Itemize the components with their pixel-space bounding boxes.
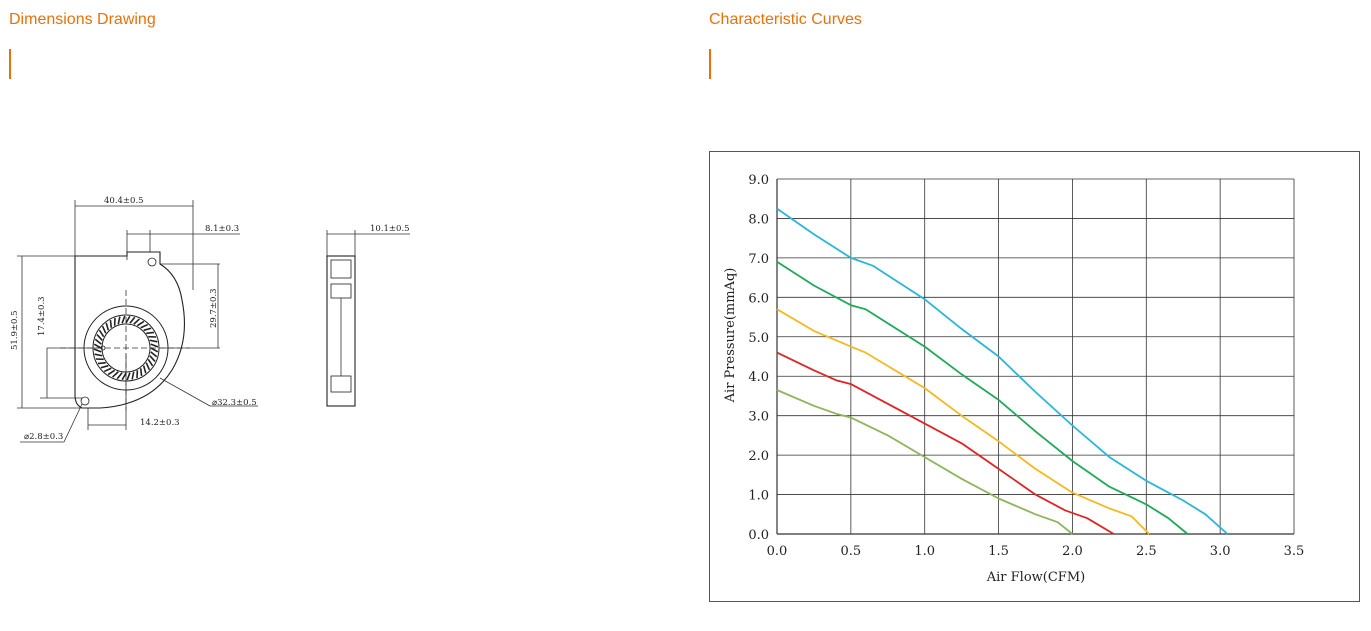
x-tick-label: 2.5	[1136, 544, 1157, 559]
curve-series-5	[776, 389, 1073, 535]
y-tick-label: 5.0	[748, 331, 769, 346]
x-tick-label: 3.5	[1284, 544, 1305, 559]
y-tick-label: 0.0	[748, 528, 769, 543]
outlet-height-label: 29.7±0.3	[209, 288, 219, 328]
curve-series-3	[776, 308, 1150, 535]
y-tick-label: 7.0	[748, 252, 769, 267]
x-tick-label: 2.0	[1062, 544, 1083, 559]
x-tick-label: 0.5	[841, 544, 862, 559]
dimensions-accent-bar	[9, 49, 11, 79]
y-tick-label: 1.0	[748, 489, 769, 504]
hole-diameter-label: ⌀2.8±0.3	[24, 432, 63, 442]
thickness-label: 10.1±0.5	[370, 224, 410, 234]
y-tick-label: 6.0	[748, 291, 769, 306]
center-height-label: 17.4±0.3	[37, 296, 47, 336]
y-tick-label: 8.0	[748, 212, 769, 227]
outlet-offset-label: 8.1±0.3	[205, 224, 239, 234]
overall-width-label: 40.4±0.5	[104, 196, 144, 206]
curve-series-4	[776, 351, 1115, 535]
characteristic-chart-frame: 0.0 0.5 1.0 1.5 2.0 2.5 3.0 3.5 0.0 1.0 2.0 3.0 4.0…	[709, 151, 1360, 602]
x-tick-label: 0.0	[767, 544, 788, 559]
characteristic-chart: 0.0 0.5 1.0 1.5 2.0 2.5 3.0 3.5 0.0 1.0 2.0 3.0 4.0…	[723, 173, 1305, 585]
impeller-diameter-label: ⌀32.3±0.5	[212, 398, 257, 408]
y-axis-label: Air Pressure(mmAq)	[723, 268, 738, 404]
y-tick-label: 9.0	[748, 173, 769, 188]
overall-height-label: 51.9±0.5	[10, 310, 20, 350]
x-tick-label: 1.5	[988, 544, 1009, 559]
y-tick-label: 3.0	[748, 410, 769, 425]
dimensions-drawing: 40.4±0.5 8.1±0.3 10.1±0.5 51.9±0.5 17.4±…	[10, 196, 410, 443]
hub-offset-label: 14.2±0.3	[140, 418, 180, 428]
curves-accent-bar	[709, 49, 711, 79]
x-axis-label: Air Flow(CFM)	[986, 570, 1085, 585]
curve-series-2	[776, 261, 1189, 535]
curve-series-1	[776, 207, 1229, 535]
y-tick-label: 4.0	[748, 370, 769, 385]
y-tick-label: 2.0	[748, 449, 769, 464]
characteristic-curves-title: Characteristic Curves	[709, 11, 862, 28]
x-tick-label: 1.0	[914, 544, 935, 559]
dimensions-drawing-title: Dimensions Drawing	[9, 11, 156, 28]
x-tick-label: 3.0	[1210, 544, 1231, 559]
